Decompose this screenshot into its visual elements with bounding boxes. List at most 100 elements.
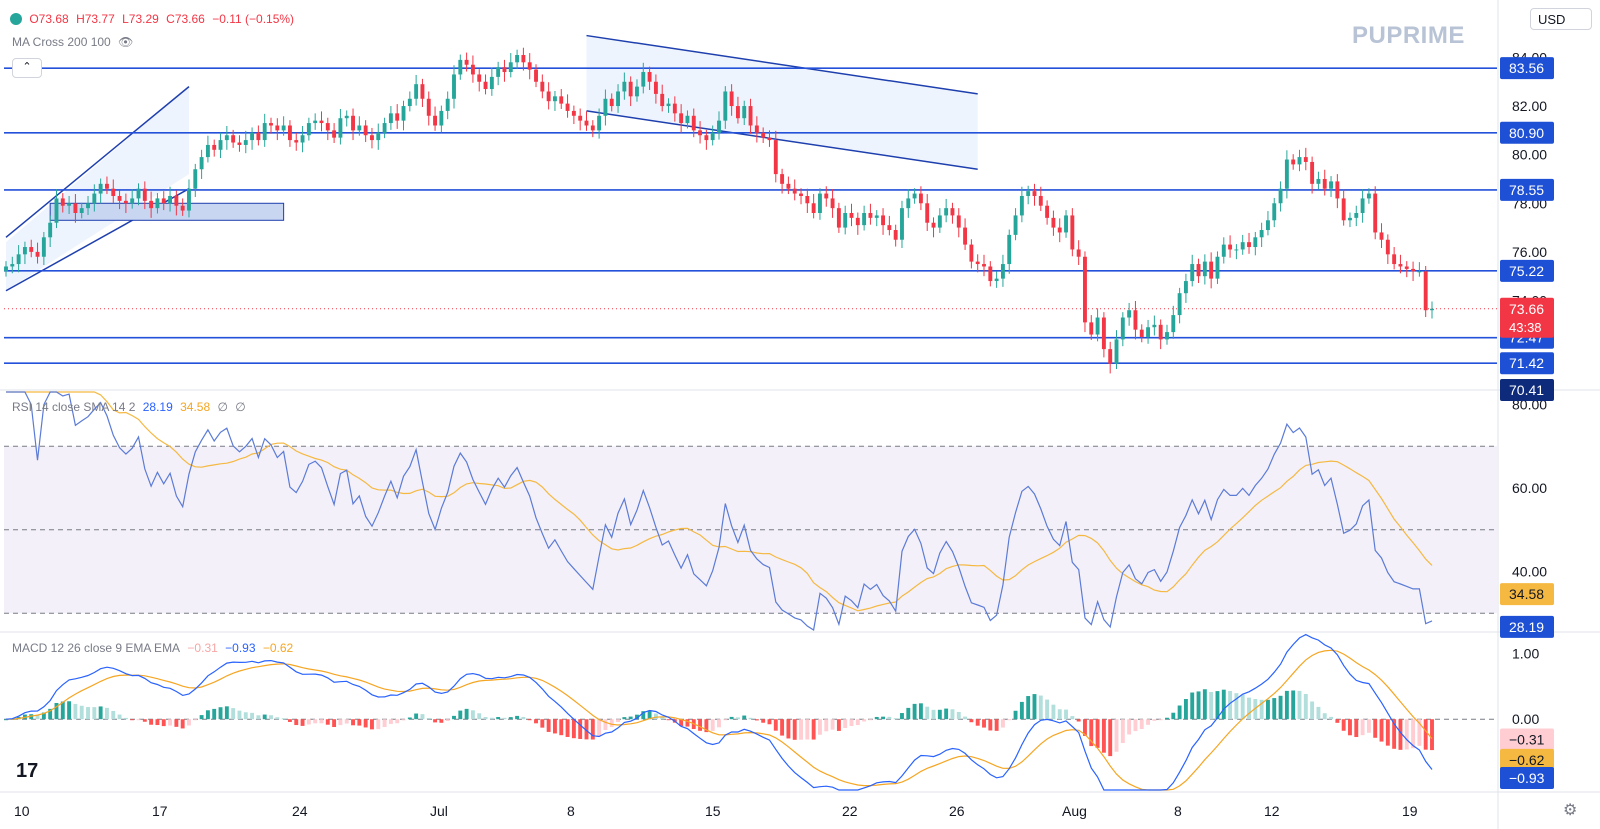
- macd-histogram-bar: [1411, 719, 1416, 749]
- currency-button[interactable]: USD: [1530, 8, 1592, 30]
- macd-histogram-bar: [426, 717, 431, 720]
- candle: [1385, 234, 1390, 265]
- svg-text:71.42: 71.42: [1509, 355, 1544, 371]
- macd-histogram-bar: [988, 719, 993, 731]
- descending-channel-upper: [586, 34, 978, 95]
- svg-text:73.66: 73.66: [1509, 301, 1544, 317]
- candle: [4, 261, 8, 277]
- macd-histogram-bar: [1165, 717, 1169, 720]
- candle: [1038, 186, 1043, 212]
- candle: [742, 100, 747, 126]
- macd-histogram-bar: [54, 702, 59, 720]
- eye-hidden-icon[interactable]: 👁︎: [118, 35, 134, 49]
- candle: [16, 245, 21, 273]
- candle: [874, 210, 879, 227]
- candle: [805, 188, 810, 213]
- collapse-legend-button[interactable]: ⌃: [12, 58, 42, 78]
- macd-histogram-bar: [496, 717, 501, 720]
- macd-histogram-bar: [1158, 719, 1163, 721]
- descending-channel-lower: [586, 110, 978, 170]
- macd-histogram-bar: [754, 719, 759, 721]
- macd-histogram-bar: [717, 719, 721, 728]
- macd-histogram-bar: [187, 719, 191, 726]
- macd-histogram-bar: [508, 717, 513, 720]
- macd-histogram-bar: [647, 711, 652, 720]
- candle: [123, 193, 128, 213]
- rsi-legend-empty-1: ∅: [217, 400, 228, 414]
- candle: [1120, 312, 1125, 347]
- rsi-legend-sma-value: 34.58: [180, 400, 211, 414]
- macd-histogram-bar: [477, 713, 482, 720]
- macd-histogram-bar: [1057, 709, 1062, 720]
- macd-histogram-bar: [761, 719, 766, 723]
- macd-histogram-bar: [653, 713, 658, 720]
- macd-histogram-bar: [685, 719, 690, 727]
- time-tick-label: 19: [1402, 803, 1418, 819]
- macd-histogram-bar: [395, 719, 400, 724]
- macd-histogram-bar: [180, 719, 185, 729]
- price-tick-label: 82.00: [1512, 98, 1547, 114]
- macd-histogram-bar: [887, 716, 892, 720]
- candle: [489, 67, 494, 96]
- candle: [1335, 174, 1340, 209]
- macd-histogram-bar: [1373, 719, 1378, 738]
- macd-histogram-bar: [836, 719, 841, 731]
- candle: [1114, 330, 1119, 370]
- macd-histogram-bar: [1000, 719, 1005, 728]
- candle: [1354, 205, 1359, 227]
- macd-histogram-bar: [470, 710, 475, 720]
- candle: [287, 120, 292, 147]
- macd-histogram-bar: [237, 710, 242, 720]
- macd-histogram-bar: [464, 708, 469, 720]
- candle: [584, 111, 589, 131]
- ohlc-header: O73.68 H73.77 L73.29 C73.66 −0.11 (−0.15…: [10, 12, 298, 26]
- macd-histogram-bar: [1310, 701, 1315, 720]
- candle: [1000, 254, 1005, 287]
- candle: [111, 179, 116, 203]
- macd-histogram-bar: [1265, 699, 1270, 720]
- macd-histogram-bar: [199, 715, 204, 720]
- ma-cross-text: MA Cross 200 100: [12, 35, 111, 49]
- symbol-dot-icon: [10, 13, 22, 25]
- candle: [1045, 200, 1050, 225]
- macd-histogram-bar: [975, 719, 980, 726]
- macd-histogram-bar: [502, 717, 507, 720]
- macd-histogram-bar: [811, 719, 816, 740]
- macd-histogram-bar: [1146, 719, 1151, 725]
- candle: [527, 53, 532, 80]
- last-price-badge: 73.66 43:38: [1500, 297, 1554, 338]
- candle: [35, 242, 40, 264]
- macd-histogram-bar: [603, 719, 608, 731]
- macd-histogram-bar: [98, 706, 103, 720]
- level-badge: 75.22: [1500, 259, 1554, 282]
- candle: [67, 195, 72, 214]
- macd-histogram-bar: [1183, 699, 1188, 720]
- ma-cross-label[interactable]: MA Cross 200 100 👁︎: [12, 35, 137, 49]
- candle: [1430, 301, 1434, 319]
- time-tick-label: Aug: [1062, 803, 1087, 819]
- macd-histogram-bar: [1007, 719, 1012, 721]
- candle: [710, 125, 715, 146]
- candle: [1310, 156, 1315, 194]
- macd-histogram-bar: [963, 716, 968, 720]
- macd-histogram-bar: [1404, 719, 1409, 750]
- candle: [1404, 261, 1409, 278]
- candle: [679, 104, 684, 133]
- settings-gear-icon[interactable]: ⚙: [1563, 802, 1578, 819]
- candle: [231, 129, 236, 148]
- macd-histogram-bar: [105, 707, 109, 720]
- macd-value-badge: −0.93: [1500, 767, 1554, 789]
- candle: [937, 208, 942, 233]
- candle: [1133, 300, 1138, 340]
- macd-histogram-bar: [1127, 719, 1132, 735]
- candle: [862, 205, 867, 231]
- macd-histogram-bar: [458, 710, 463, 720]
- macd-histogram-bar: [414, 713, 419, 720]
- candle: [92, 184, 97, 212]
- macd-histogram-bar: [130, 719, 135, 721]
- macd-signal-line: [5, 649, 1433, 791]
- candle: [142, 181, 147, 210]
- macd-histogram-bar: [1278, 695, 1283, 720]
- macd-histogram-bar: [773, 719, 778, 731]
